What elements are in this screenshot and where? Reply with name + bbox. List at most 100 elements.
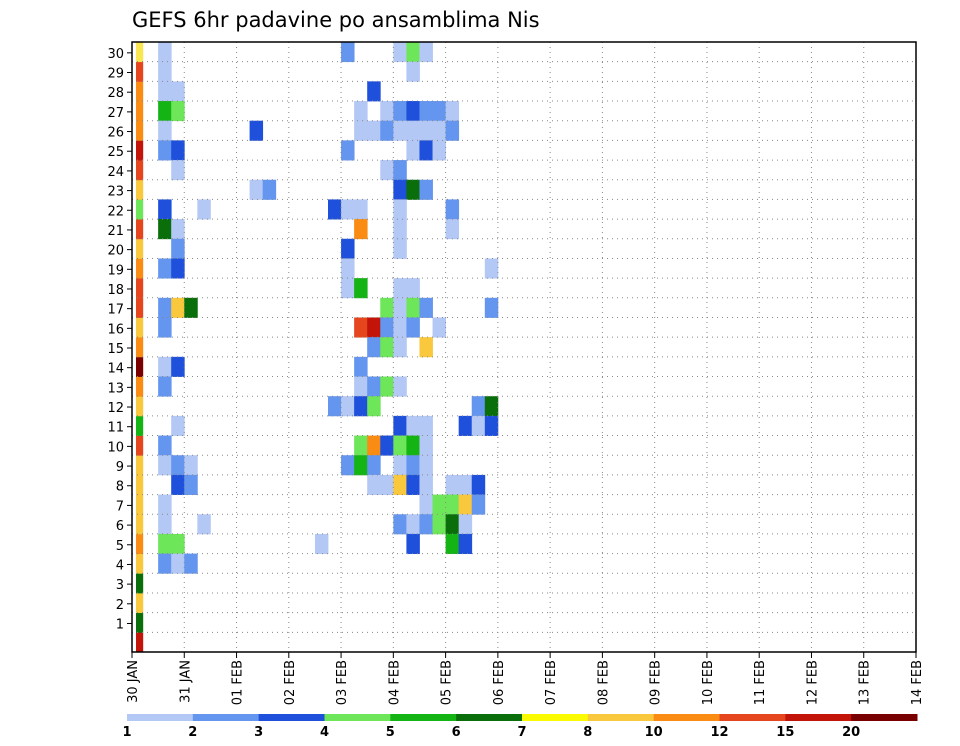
ensemble-strip-cell [136, 42, 144, 63]
heatmap-cell [158, 140, 172, 161]
heatmap-cell [445, 533, 460, 555]
heatmap-cell [184, 297, 198, 318]
ensemble-strip-cell [136, 278, 144, 299]
heatmap-cell [471, 396, 486, 417]
heatmap-cell [380, 474, 394, 495]
heatmap-cell [158, 435, 172, 456]
heatmap-cell [184, 474, 198, 495]
ensemble-strip-cell [136, 160, 144, 181]
heatmap-cell [406, 435, 420, 456]
colorbar-swatch [653, 714, 720, 721]
y-tick-label: 15 [107, 342, 124, 357]
heatmap-cell [419, 42, 433, 63]
heatmap-cell [197, 199, 211, 220]
heatmap-cell [171, 219, 185, 240]
x-tick-label: 14 FEB [910, 660, 925, 705]
heatmap-cell [458, 474, 473, 495]
heatmap-cell [445, 101, 460, 122]
heatmap-cell [171, 356, 185, 377]
x-tick-label: 31 JAN [178, 660, 193, 703]
ensemble-strip-cell [136, 61, 144, 82]
ensemble-strip-cell [136, 632, 144, 653]
heatmap-cell [367, 435, 381, 456]
y-tick-label: 3 [116, 578, 124, 593]
heatmap-cell [484, 258, 499, 279]
heatmap-cell [341, 278, 355, 299]
heatmap-cell [406, 317, 420, 338]
ensemble-strip-cell [136, 612, 144, 633]
x-tick-label: 02 FEB [283, 660, 298, 705]
heatmap-cell [171, 533, 185, 555]
x-tick-label: 11 FEB [753, 660, 768, 705]
heatmap-cell [171, 238, 185, 259]
colorbar-swatch [522, 714, 589, 721]
y-tick-label: 11 [107, 421, 124, 436]
heatmap-cell [393, 514, 407, 535]
y-tick-label: 13 [107, 381, 124, 396]
y-tick-label: 25 [107, 145, 124, 160]
heatmap-cell [380, 376, 394, 397]
heatmap-cell [158, 120, 172, 141]
heatmap-cell [380, 435, 394, 456]
y-tick-label: 29 [107, 67, 124, 82]
heatmap-cell [419, 514, 433, 535]
y-tick-label: 8 [116, 480, 124, 495]
heatmap-cell [445, 514, 460, 535]
heatmap-cell [432, 120, 446, 141]
heatmap-cell [158, 533, 172, 555]
chart-title: GEFS 6hr padavine po ansamblima Nis [132, 8, 540, 32]
ensemble-strip-cell [136, 258, 144, 279]
heatmap-cell [393, 435, 407, 456]
heatmap-cell [393, 42, 407, 63]
y-tick-label: 26 [107, 126, 124, 141]
heatmap-cell [393, 337, 407, 358]
heatmap-cell [354, 455, 368, 476]
colorbar-swatch [324, 714, 391, 721]
y-tick-label: 12 [107, 401, 124, 416]
heatmap-cell [328, 396, 342, 417]
heatmap-cell [458, 514, 473, 535]
heatmap-cell [406, 61, 420, 82]
heatmap-cell [262, 179, 277, 200]
heatmap-cell [354, 376, 368, 397]
heatmap-cell [419, 140, 433, 161]
heatmap-cell [419, 435, 433, 456]
heatmap-cell [249, 179, 264, 200]
colorbar-swatch [851, 714, 918, 721]
colorbar-swatch [127, 714, 194, 721]
heatmap-cell [158, 81, 172, 102]
y-tick-label: 30 [107, 47, 124, 62]
y-tick-label: 23 [107, 185, 124, 200]
heatmap-cell [184, 553, 198, 574]
x-tick-label: 08 FEB [596, 660, 611, 705]
heatmap-cell [419, 415, 433, 436]
colorbar-label: 4 [320, 725, 329, 740]
heatmap-cell [419, 494, 433, 515]
heatmap-cell [380, 337, 394, 358]
ensemble-strip-cell [136, 179, 144, 200]
ensemble-strip-cell [136, 199, 144, 220]
heatmap-cell [445, 219, 460, 240]
y-tick-label: 21 [107, 224, 124, 239]
x-tick-label: 06 FEB [492, 660, 507, 705]
heatmap-cell [393, 160, 407, 181]
y-tick-label: 18 [107, 283, 124, 298]
heatmap-cell [367, 81, 381, 102]
heatmap-cell [393, 297, 407, 318]
heatmap-cell [393, 120, 407, 141]
heatmap-cell [171, 160, 185, 181]
heatmap-cell [406, 455, 420, 476]
ensemble-strip-cell [136, 396, 144, 417]
y-tick-label: 6 [116, 519, 124, 534]
heatmap-cell [471, 415, 486, 436]
y-tick-label: 28 [107, 86, 124, 101]
ensemble-strip-cell [136, 573, 144, 594]
x-tick-label: 30 JAN [126, 660, 141, 703]
heatmap-cell [393, 101, 407, 122]
ensemble-strip-cell [136, 219, 144, 240]
heatmap-cell [380, 160, 394, 181]
x-tick-label: 10 FEB [701, 660, 716, 705]
y-tick-label: 7 [116, 499, 124, 514]
